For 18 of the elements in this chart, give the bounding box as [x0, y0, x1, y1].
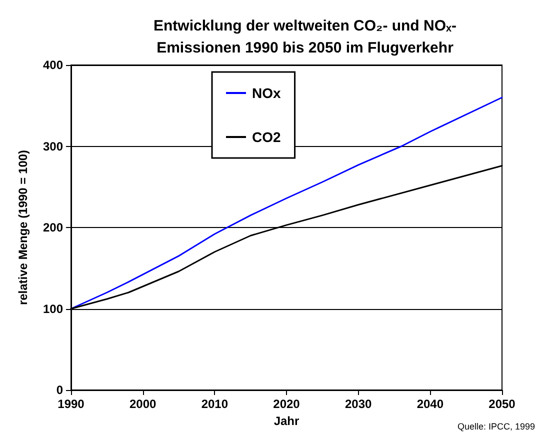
y-tick-label: 200	[42, 220, 64, 234]
x-tick-label: 2020	[273, 397, 300, 411]
x-tick-label: 2010	[201, 397, 228, 411]
source-note: Quelle: IPCC, 1999	[457, 422, 536, 432]
y-tick-label: 300	[42, 139, 64, 154]
x-tick-label: 2000	[129, 397, 157, 411]
legend-label: CO2	[252, 129, 281, 145]
y-tick-label: 100	[42, 302, 64, 316]
x-axis-title: Jahr	[274, 414, 300, 428]
x-tick-label: 1990	[58, 397, 85, 411]
x-tick-label: 2030	[344, 397, 372, 411]
chart-title: Entwicklung der weltweiten CO₂- und NOₓ- Emissionen 1990 bis 2050 im Flugverkehr	[153, 18, 457, 56]
x-tick-label: 2050	[488, 397, 516, 411]
x-tick-label: 2040	[416, 397, 444, 411]
y-tick-label: 0	[56, 383, 64, 397]
y-tick-label: 400	[42, 58, 64, 72]
y-axis-title: relative Menge (1990 = 100)	[16, 150, 30, 306]
legend-label: NOx	[252, 85, 281, 101]
